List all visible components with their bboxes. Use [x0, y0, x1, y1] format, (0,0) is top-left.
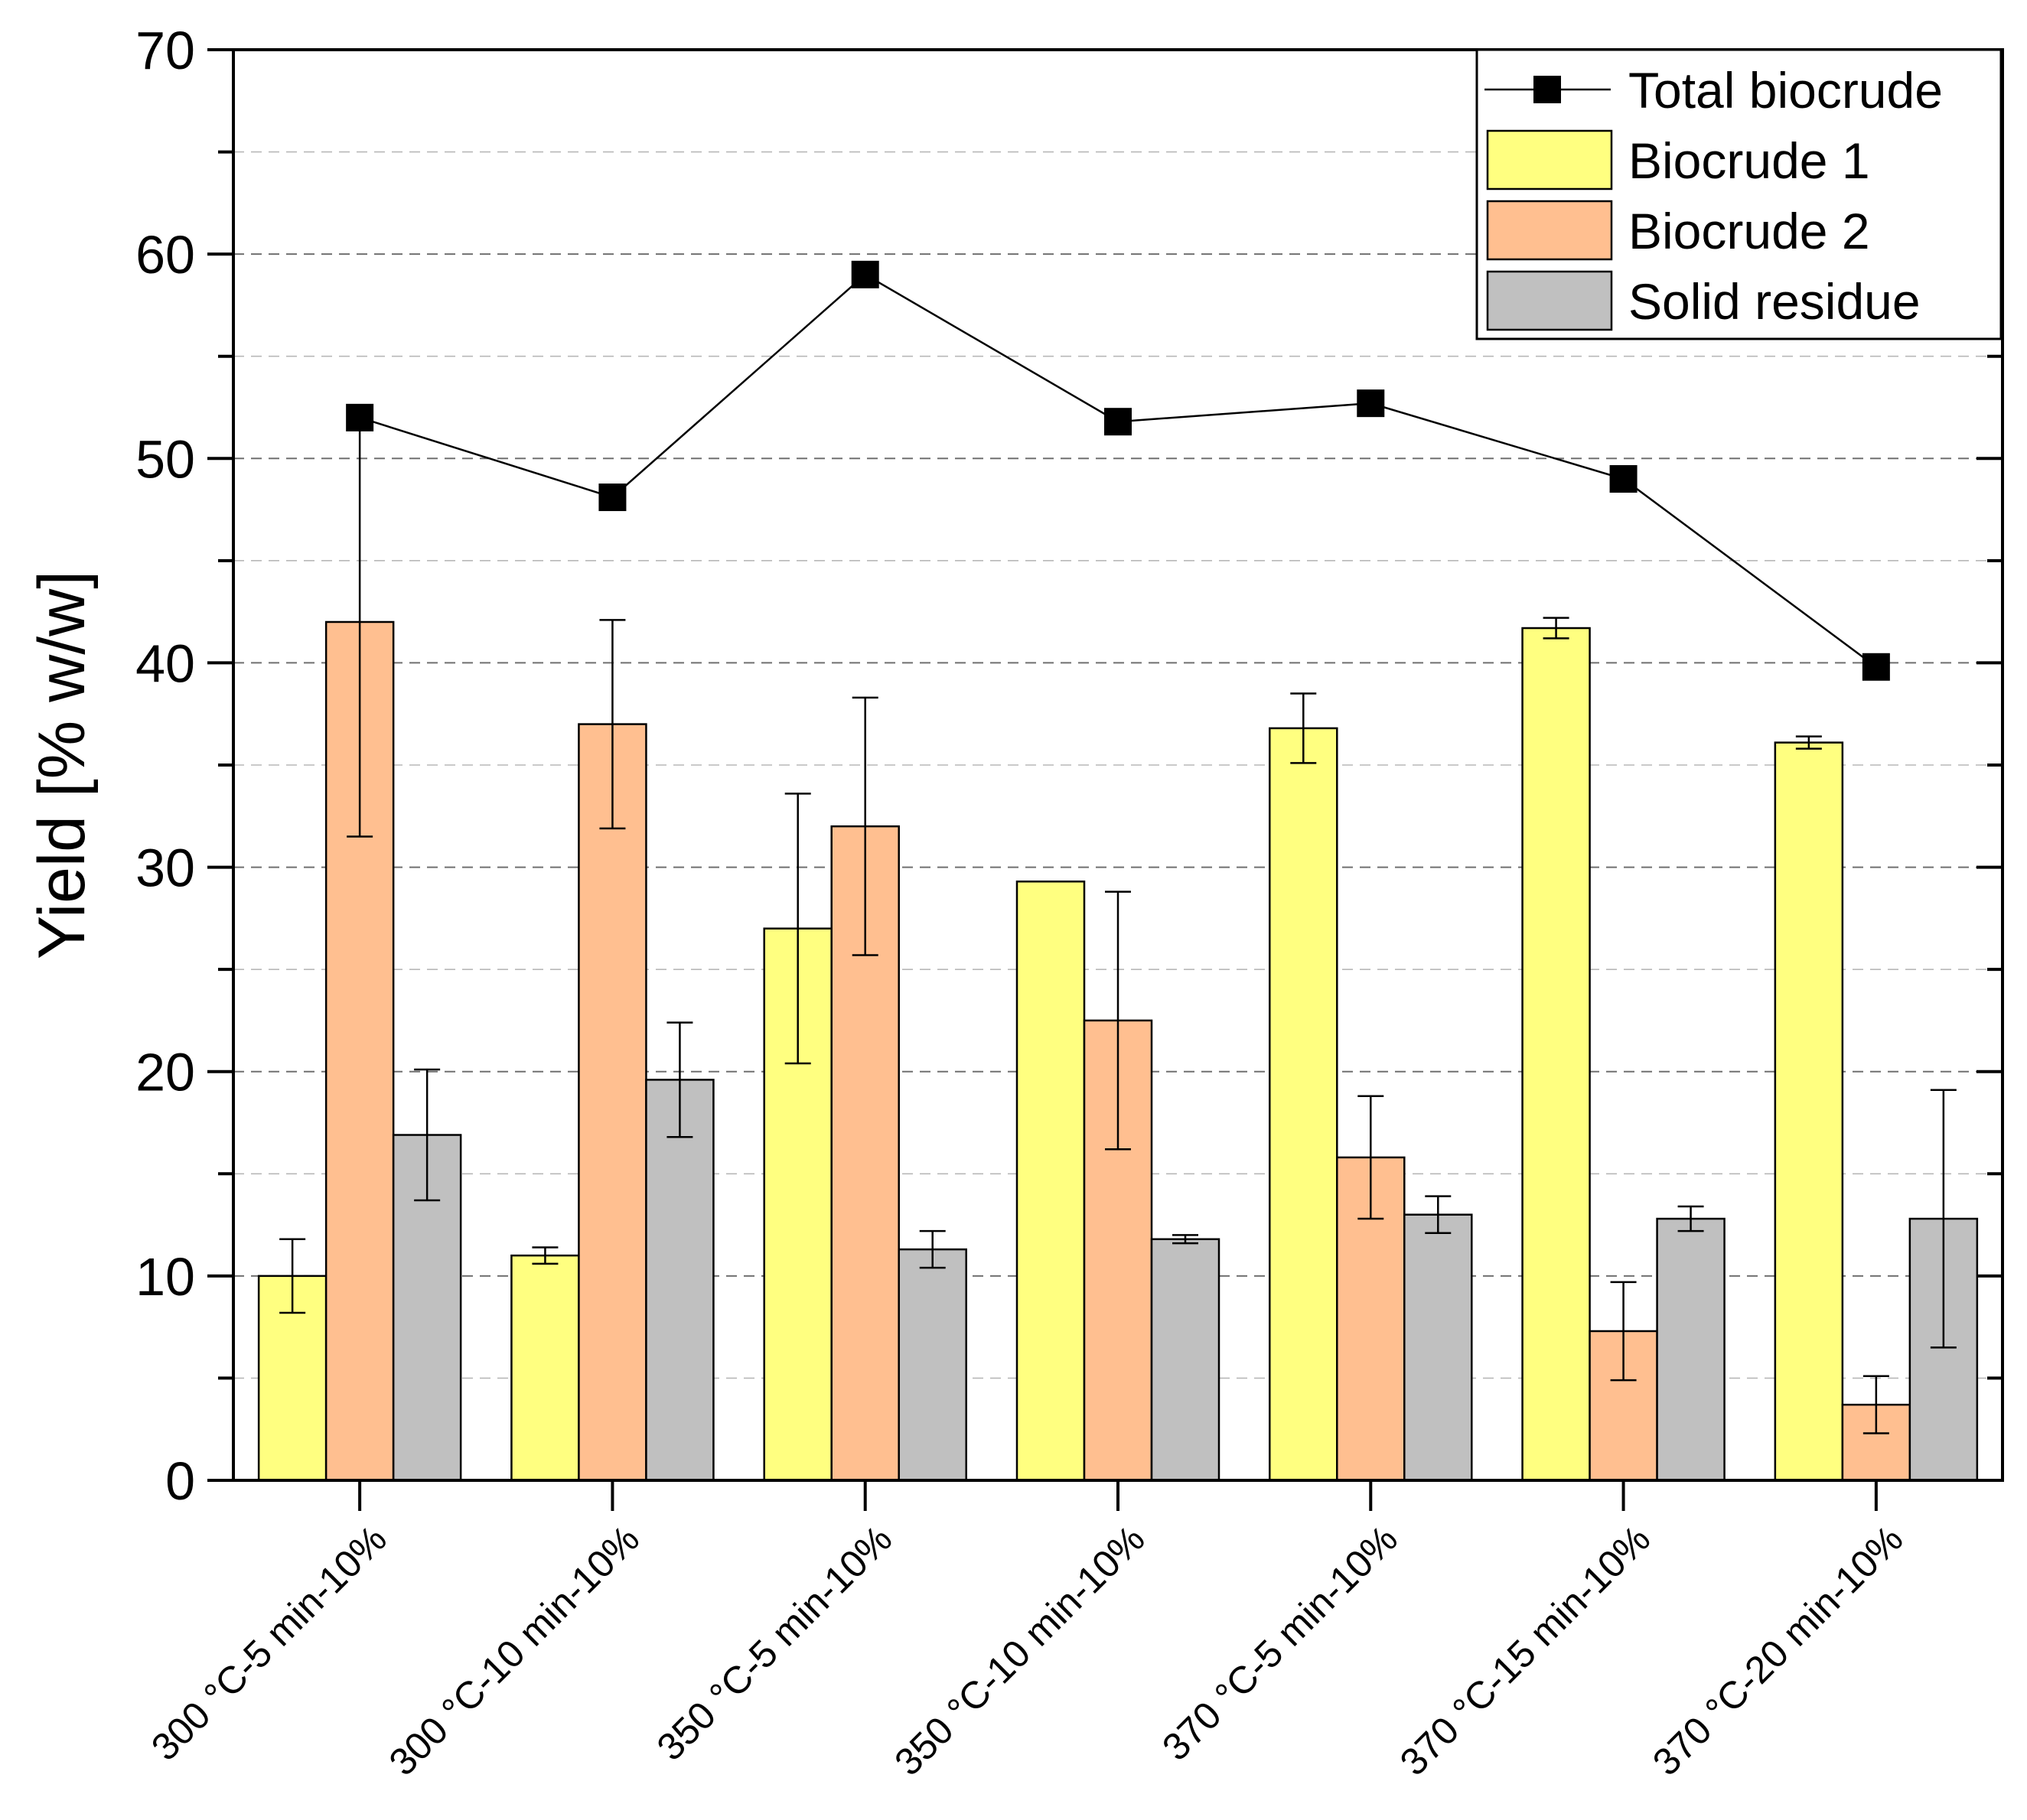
y-axis-label: Yield [% w/w]	[25, 571, 99, 959]
total-biocrude-marker	[1609, 465, 1638, 493]
error-bars	[279, 406, 1957, 1434]
y-ticks: 0 10 20 30 40 50 60 70	[135, 21, 2003, 1511]
bar-solid-residue	[898, 1248, 967, 1482]
legend-label-biocrude-2: Biocrude 2	[1628, 203, 1870, 259]
y-tick-label: 0	[165, 1451, 195, 1511]
y-tick-label: 60	[135, 225, 195, 285]
total-biocrude-marker	[346, 403, 374, 431]
legend-swatch-biocrude-1	[1486, 129, 1613, 190]
y-tick-label: 40	[135, 633, 195, 693]
total-biocrude-marker	[1357, 389, 1385, 418]
legend-label-biocrude-1: Biocrude 1	[1628, 132, 1870, 189]
y-tick-label: 50	[135, 429, 195, 489]
y-tick-label: 70	[135, 21, 195, 80]
y-tick-label: 10	[135, 1247, 195, 1307]
bar-solid-residue	[645, 1079, 715, 1482]
legend-marker-total-biocrude	[1533, 76, 1561, 103]
legend-label-total-biocrude: Total biocrude	[1628, 62, 1943, 119]
legend-label-solid-residue: Solid residue	[1628, 273, 1921, 330]
legend: Total biocrude Biocrude 1 Biocrude 2 Solid …	[1475, 48, 2003, 340]
y-tick-label: 20	[135, 1043, 195, 1102]
total-biocrude-marker	[851, 260, 879, 288]
bar-biocrude-1	[510, 1254, 580, 1482]
bar-biocrude-1	[1521, 627, 1591, 1482]
bar-biocrude-1	[1015, 881, 1086, 1482]
total-line	[346, 260, 1890, 681]
total-biocrude-marker	[598, 483, 627, 512]
legend-swatch-solid-residue	[1486, 270, 1613, 331]
total-biocrude-marker	[1862, 653, 1890, 681]
bar-biocrude-1	[1774, 741, 1844, 1482]
legend-swatch-biocrude-2	[1486, 200, 1613, 261]
bar-solid-residue	[1150, 1238, 1220, 1482]
y-tick-label: 30	[135, 838, 195, 898]
bar-biocrude-1	[1269, 727, 1338, 1482]
total-biocrude-marker	[1104, 408, 1132, 436]
bar-solid-residue	[1403, 1213, 1473, 1482]
bar-solid-residue	[1656, 1217, 1726, 1482]
bar-biocrude-2	[578, 723, 647, 1482]
